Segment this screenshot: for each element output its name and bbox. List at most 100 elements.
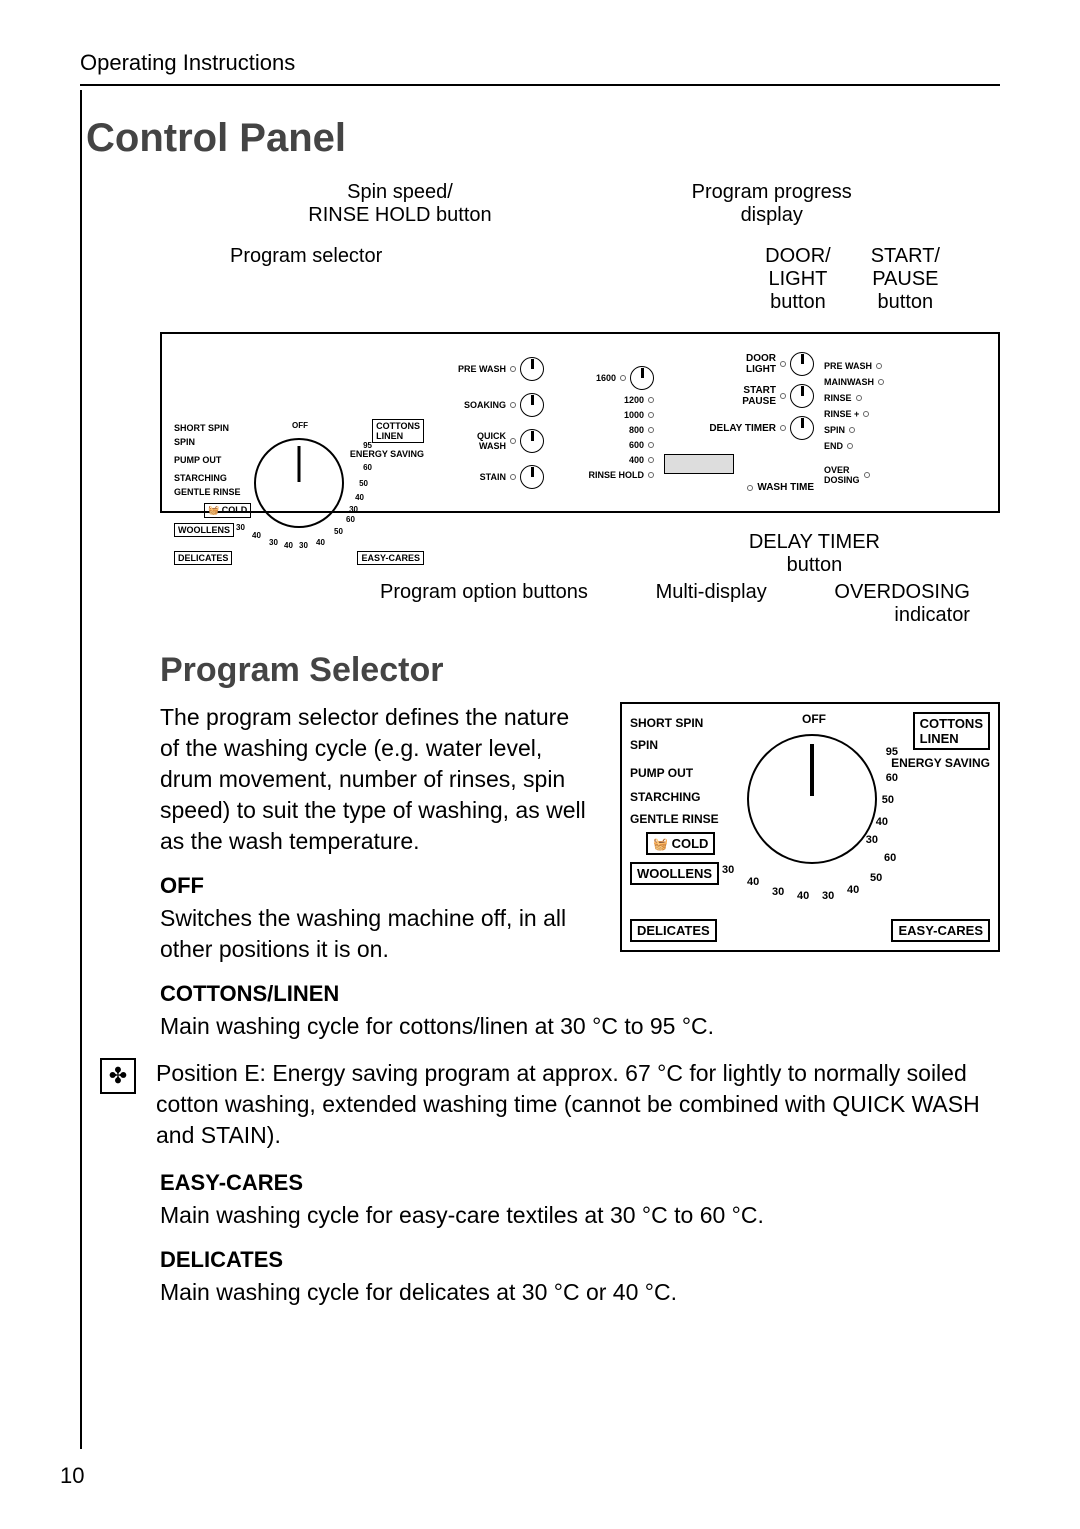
off-heading: OFF [160, 873, 590, 899]
dl-50: 50 [359, 479, 368, 488]
dl-spin: SPIN [174, 437, 195, 447]
db-cold: 🧺 COLD [204, 503, 251, 518]
opt-stain: STAIN [434, 465, 544, 489]
dl-short-spin: SHORT SPIN [174, 423, 229, 433]
sd-e60: 60 [884, 852, 896, 864]
spin-600: 600 [554, 440, 654, 450]
control-panel-diagram: SHORT SPIN SPIN PUMP OUT STARCHING GENTL… [160, 332, 1000, 513]
sd-spin: SPIN [630, 738, 658, 752]
progress-display: PRE WASH MAINWASH RINSE RINSE + SPIN END… [824, 361, 934, 485]
delicates-heading: DELICATES [160, 1247, 1000, 1273]
opt-soaking: SOAKING [434, 393, 544, 417]
prog-pre-wash: PRE WASH [824, 361, 934, 371]
label-program-progress: Program progress display [692, 181, 852, 227]
prog-rinse-plus: RINSE + [824, 409, 934, 419]
cottons-text: Main washing cycle for cottons/linen at … [160, 1011, 1000, 1042]
btn-delay-timer: DELAY TIMER [664, 416, 814, 440]
header-title: Operating Instructions [80, 50, 1000, 76]
label-spin-speed: Spin speed/ RINSE HOLD button [308, 181, 491, 227]
heading-program-selector: Program Selector [160, 651, 1000, 690]
sd-gentle-rinse: GENTLE RINSE [630, 812, 719, 826]
wash-time: WASH TIME [664, 482, 814, 493]
dl-starching: STARCHING [174, 473, 227, 483]
sd-e50: 50 [870, 872, 882, 884]
label-multi-display: Multi-display [656, 581, 767, 627]
selector-intro: The program selector defines the nature … [160, 702, 590, 857]
opt-pre-wash: PRE WASH [434, 357, 544, 381]
sd-w30: 30 [722, 864, 734, 876]
spin-1200: 1200 [554, 395, 654, 405]
easy-cares-heading: EASY-CARES [160, 1170, 1000, 1196]
sd-off: OFF [802, 712, 826, 726]
sd-d40: 40 [797, 890, 809, 902]
prog-end: END [824, 441, 934, 451]
page-header: Operating Instructions [80, 50, 1000, 86]
sd-short-spin: SHORT SPIN [630, 716, 703, 730]
dl-e60: 60 [346, 515, 355, 524]
spin-rinse-hold: RINSE HOLD [554, 470, 654, 480]
spin-speed-column: 1600 1200 1000 800 600 400 RINSE HOLD [554, 366, 654, 480]
spin-1600: 1600 [554, 366, 654, 390]
dl-energy: ENERGY SAVING [350, 449, 424, 459]
labels-top: Spin speed/ RINSE HOLD button Program pr… [160, 181, 1000, 227]
info-position-e: ✤ Position E: Energy saving program at a… [160, 1058, 1000, 1151]
off-text: Switches the washing machine off, in all… [160, 903, 590, 965]
labels-mid: Program selector DOOR/ LIGHT button STAR… [160, 245, 1000, 314]
sd-30: 30 [866, 834, 878, 846]
dl-95: 95 [363, 441, 372, 450]
btn-door-light: DOOR LIGHT [664, 352, 814, 376]
sd-e40: 40 [847, 884, 859, 896]
position-e-text: Position E: Energy saving program at app… [156, 1058, 1000, 1151]
selector-section: The program selector defines the nature … [160, 702, 1000, 981]
dl-off: OFF [292, 421, 308, 430]
sd-e30: 30 [822, 890, 834, 902]
heading-control-panel: Control Panel [86, 116, 1000, 161]
selector-dial [747, 734, 877, 864]
spin-800: 800 [554, 425, 654, 435]
sd-60: 60 [886, 772, 898, 784]
selector-diagram: SHORT SPIN SPIN PUMP OUT STARCHING GENTL… [620, 702, 1000, 952]
prog-over-dosing: OVER DOSING [824, 465, 934, 485]
multi-display [664, 454, 734, 474]
opt-quick-wash: QUICK WASH [434, 429, 544, 453]
cottons-heading: COTTONS/LINEN [160, 981, 1000, 1007]
sd-w40: 40 [747, 876, 759, 888]
control-panel-section: Spin speed/ RINSE HOLD button Program pr… [160, 181, 1000, 621]
control-buttons-column: DOOR LIGHT START PAUSE DELAY TIMER WASH … [664, 352, 814, 493]
sd-cold: 🧺 COLD [646, 832, 715, 855]
sd-easy-cares: EASY-CARES [891, 919, 990, 942]
option-buttons: PRE WASH SOAKING QUICK WASH STAIN [434, 357, 544, 489]
dl-pump-out: PUMP OUT [174, 455, 221, 465]
dl-gentle-rinse: GENTLE RINSE [174, 487, 241, 497]
sd-d30: 30 [772, 886, 784, 898]
dl-60: 60 [363, 463, 372, 472]
dl-40: 40 [355, 493, 364, 502]
db-cottons-linen: COTTONS LINEN [372, 419, 424, 443]
sd-starching: STARCHING [630, 790, 700, 804]
sd-cottons-linen: COTTONS LINEN [913, 712, 990, 750]
easy-cares-text: Main washing cycle for easy-care textile… [160, 1200, 1000, 1231]
program-selector-section: Program Selector The program selector de… [160, 651, 1000, 1324]
sd-delicates: DELICATES [630, 919, 717, 942]
label-delay-timer: DELAY TIMER button [749, 531, 880, 577]
prog-rinse: RINSE [824, 393, 934, 403]
sd-40: 40 [876, 816, 888, 828]
spin-1000: 1000 [554, 410, 654, 420]
label-program-option-buttons: Program option buttons [380, 581, 588, 627]
sd-woollens: WOOLLENS [630, 862, 719, 885]
sd-energy: ENERGY SAVING [891, 756, 990, 770]
dl-30: 30 [349, 505, 358, 514]
delicates-text: Main washing cycle for delicates at 30 °… [160, 1277, 1000, 1308]
btn-start-pause: START PAUSE [664, 384, 814, 408]
labels-bottom: DELAY TIMER button Program option button… [160, 531, 1000, 621]
label-program-selector: Program selector [230, 245, 382, 314]
sd-pump-out: PUMP OUT [630, 766, 693, 780]
side-rule [80, 90, 82, 1449]
sd-95: 95 [886, 746, 898, 758]
prog-mainwash: MAINWASH [824, 377, 934, 387]
page-number: 10 [60, 1463, 84, 1489]
sd-50: 50 [882, 794, 894, 806]
label-start-pause: START/ PAUSE button [871, 245, 940, 314]
spin-400: 400 [554, 455, 654, 465]
label-overdosing: OVERDOSING indicator [834, 581, 970, 627]
